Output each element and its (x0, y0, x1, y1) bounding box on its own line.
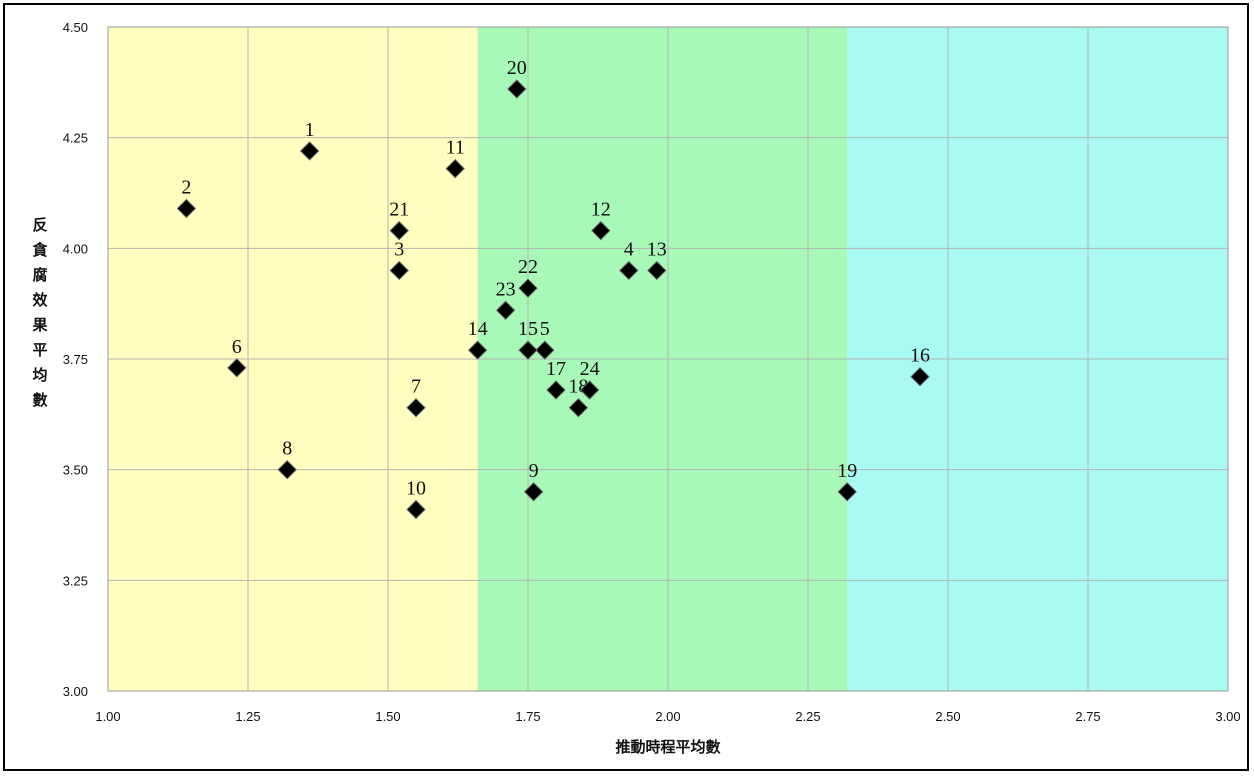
point-label-24: 24 (580, 358, 600, 380)
y-tick-label: 3.00 (63, 684, 88, 699)
point-label-7: 7 (411, 376, 421, 398)
point-label-12: 12 (591, 199, 611, 221)
point-label-16: 16 (910, 345, 930, 367)
point-label-13: 13 (647, 238, 667, 260)
point-label-15: 15 (518, 318, 538, 340)
y-axis-title-char: 數 (32, 391, 47, 409)
x-tick-label: 1.50 (375, 709, 400, 724)
point-label-5: 5 (540, 318, 550, 340)
y-tick-label: 4.50 (63, 20, 88, 35)
y-axis-title-char: 平 (32, 341, 47, 359)
point-label-22: 22 (518, 256, 538, 278)
x-tick-label: 1.75 (515, 709, 540, 724)
y-axis-title: 反貪腐效果平均數 (31, 216, 48, 409)
point-label-8: 8 (282, 438, 292, 460)
x-tick-label: 3.00 (1215, 709, 1240, 724)
y-axis-title-char: 反 (32, 216, 47, 234)
y-axis-title-char: 腐 (32, 266, 47, 284)
point-label-21: 21 (389, 199, 409, 221)
y-tick-label: 3.50 (63, 463, 88, 478)
point-label-6: 6 (232, 336, 242, 358)
point-label-4: 4 (624, 238, 634, 260)
point-label-20: 20 (507, 57, 527, 79)
point-label-9: 9 (529, 460, 539, 482)
x-tick-label: 2.50 (935, 709, 960, 724)
y-axis-title-char: 效 (32, 291, 48, 309)
point-label-14: 14 (468, 318, 488, 340)
x-tick-labels: 1.00 1.25 1.50 1.75 2.00 2.25 2.50 2.75 3.00 (95, 709, 1240, 724)
x-tick-label: 2.75 (1075, 709, 1100, 724)
point-label-19: 19 (837, 460, 857, 482)
y-tick-label: 4.25 (63, 131, 88, 146)
x-tick-label: 2.00 (655, 709, 680, 724)
point-label-17: 17 (546, 358, 566, 380)
x-axis-title: 推動時程平均數 (615, 738, 720, 756)
point-label-10: 10 (406, 478, 426, 500)
point-label-2: 2 (181, 176, 191, 198)
x-tick-label: 1.25 (235, 709, 260, 724)
y-axis-title-char: 貪 (31, 241, 48, 259)
y-tick-label: 4.00 (63, 241, 88, 256)
y-tick-label: 3.75 (63, 352, 88, 367)
point-label-3: 3 (394, 238, 404, 260)
point-label-1: 1 (305, 119, 315, 141)
point-label-11: 11 (446, 137, 465, 159)
y-axis-title-char: 果 (31, 316, 48, 334)
point-label-23: 23 (496, 278, 516, 300)
x-tick-label: 2.25 (795, 709, 820, 724)
y-axis-title-char: 均 (32, 366, 47, 384)
x-tick-label: 1.00 (95, 709, 120, 724)
y-tick-label: 3.25 (63, 573, 88, 588)
y-tick-labels: 3.00 3.25 3.50 3.75 4.00 4.25 4.50 (63, 20, 88, 699)
